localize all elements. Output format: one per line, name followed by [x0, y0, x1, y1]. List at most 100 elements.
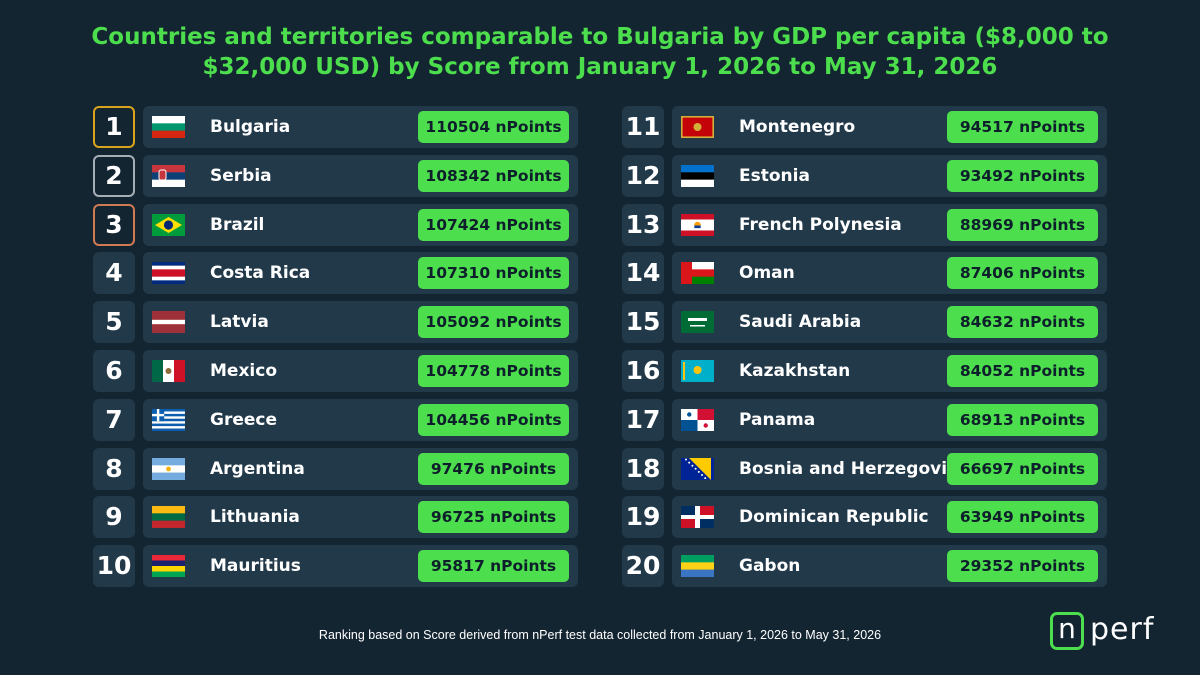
- score-badge: 97476 nPoints: [418, 452, 569, 485]
- country-name: Panama: [739, 409, 816, 430]
- rank-badge: 11: [622, 106, 664, 148]
- country-name: Kazakhstan: [739, 360, 851, 381]
- country-bar: Gabon 29352 nPoints: [672, 545, 1107, 588]
- score-badge: 96725 nPoints: [418, 501, 569, 534]
- rank-badge: 2: [93, 154, 135, 197]
- country-bar: Kazakhstan 84052 nPoints: [672, 349, 1107, 392]
- rank-badge: 13: [622, 203, 664, 246]
- lithuania-flag-icon: [152, 506, 185, 529]
- score-badge: 104456 nPoints: [418, 403, 569, 436]
- score-badge: 87406 nPoints: [947, 257, 1098, 290]
- rank-badge: 18: [622, 447, 664, 490]
- country-bar: Greece 104456 nPoints: [143, 398, 578, 441]
- chart-title: Countries and territories comparable to …: [91, 24, 1109, 80]
- score-badge: 104778 nPoints: [418, 354, 569, 387]
- country-name: Costa Rica: [210, 263, 311, 284]
- score-badge: 29352 nPoints: [947, 550, 1098, 583]
- country-bar: Latvia 105092 nPoints: [143, 301, 578, 344]
- score-badge: 66697 nPoints: [947, 452, 1098, 485]
- country-name: Bosnia and Herzegovi: [739, 458, 947, 479]
- country-name: Mauritius: [210, 556, 301, 577]
- rank-badge: 1: [93, 106, 135, 148]
- country-bar: Estonia 93492 nPoints: [672, 154, 1107, 197]
- rank-badge: 17: [622, 398, 664, 441]
- country-name: Saudi Arabia: [739, 312, 862, 333]
- montenegro-flag-icon: [681, 116, 714, 138]
- rank-badge: 14: [622, 252, 664, 295]
- mauritius-flag-icon: [152, 555, 185, 578]
- rank-badge: 19: [622, 496, 664, 539]
- score-badge: 105092 nPoints: [418, 306, 569, 339]
- country-bar: Oman 87406 nPoints: [672, 252, 1107, 295]
- country-name: French Polynesia: [739, 214, 902, 235]
- country-bar: Mexico 104778 nPoints: [143, 349, 578, 392]
- score-badge: 108342 nPoints: [418, 159, 569, 192]
- rank-badge: 5: [93, 301, 135, 344]
- score-badge: 107310 nPoints: [418, 257, 569, 290]
- score-badge: 63949 nPoints: [947, 501, 1098, 534]
- country-name: Oman: [739, 263, 795, 284]
- rank-badge: 10: [93, 545, 135, 588]
- country-name: Serbia: [210, 165, 272, 186]
- score-badge: 95817 nPoints: [418, 550, 569, 583]
- rank-badge: 7: [93, 398, 135, 441]
- score-badge: 93492 nPoints: [947, 159, 1098, 192]
- logo-text: perf: [1090, 612, 1155, 647]
- country-bar: Panama 68913 nPoints: [672, 398, 1107, 441]
- mexico-flag-icon: [152, 359, 185, 382]
- dominican-republic-flag-icon: [681, 506, 714, 529]
- kazakhstan-flag-icon: [681, 359, 714, 382]
- rank-badge: 3: [93, 203, 135, 246]
- country-bar: Montenegro 94517 nPoints: [672, 106, 1107, 148]
- costa-rica-flag-icon: [152, 262, 185, 285]
- country-name: Mexico: [210, 360, 277, 381]
- french-polynesia-flag-icon: [681, 213, 714, 236]
- country-name: Montenegro: [739, 117, 856, 137]
- argentina-flag-icon: [152, 457, 185, 480]
- greece-flag-icon: [152, 408, 185, 431]
- country-bar: Bulgaria 110504 nPoints: [143, 106, 578, 148]
- country-name: Gabon: [739, 556, 801, 577]
- nperf-logo: n perf: [1046, 606, 1178, 656]
- brazil-flag-icon: [152, 213, 185, 236]
- bosnia-and-herzegovina-flag-icon: [681, 457, 714, 480]
- country-name: Greece: [210, 409, 278, 430]
- score-badge: 94517 nPoints: [947, 111, 1098, 143]
- country-bar: Mauritius 95817 nPoints: [143, 545, 578, 588]
- footer-note: Ranking based on Score derived from nPer…: [318, 628, 882, 642]
- country-bar: French Polynesia 88969 nPoints: [672, 203, 1107, 246]
- rank-badge: 16: [622, 349, 664, 392]
- rank-badge: 6: [93, 349, 135, 392]
- saudi-arabia-flag-icon: [681, 311, 714, 334]
- panama-flag-icon: [681, 408, 714, 431]
- score-badge: 68913 nPoints: [947, 403, 1098, 436]
- score-badge: 84052 nPoints: [947, 354, 1098, 387]
- country-name: Dominican Republic: [739, 507, 929, 528]
- country-bar: Costa Rica 107310 nPoints: [143, 252, 578, 295]
- rank-badge: 8: [93, 447, 135, 490]
- bulgaria-flag-icon: [152, 116, 185, 138]
- score-badge: 88969 nPoints: [947, 208, 1098, 241]
- rank-badge: 15: [622, 301, 664, 344]
- country-name: Brazil: [210, 214, 265, 235]
- rank-badge: 4: [93, 252, 135, 295]
- country-name: Lithuania: [210, 507, 300, 528]
- oman-flag-icon: [681, 262, 714, 285]
- country-bar: Argentina 97476 nPoints: [143, 447, 578, 490]
- country-bar: Bosnia and Herzegovi 66697 nPoints: [672, 447, 1107, 490]
- gabon-flag-icon: [681, 555, 714, 578]
- country-bar: Dominican Republic 63949 nPoints: [672, 496, 1107, 539]
- rank-badge: 20: [622, 545, 664, 588]
- country-bar: Brazil 107424 nPoints: [143, 203, 578, 246]
- estonia-flag-icon: [681, 164, 714, 187]
- latvia-flag-icon: [152, 311, 185, 334]
- country-bar: Saudi Arabia 84632 nPoints: [672, 301, 1107, 344]
- rank-badge: 12: [622, 154, 664, 197]
- country-name: Estonia: [739, 165, 810, 186]
- country-name: Bulgaria: [210, 117, 291, 137]
- country-name: Latvia: [210, 312, 269, 333]
- country-bar: Serbia 108342 nPoints: [143, 154, 578, 197]
- score-badge: 110504 nPoints: [418, 111, 569, 143]
- rank-badge: 9: [93, 496, 135, 539]
- score-badge: 84632 nPoints: [947, 306, 1098, 339]
